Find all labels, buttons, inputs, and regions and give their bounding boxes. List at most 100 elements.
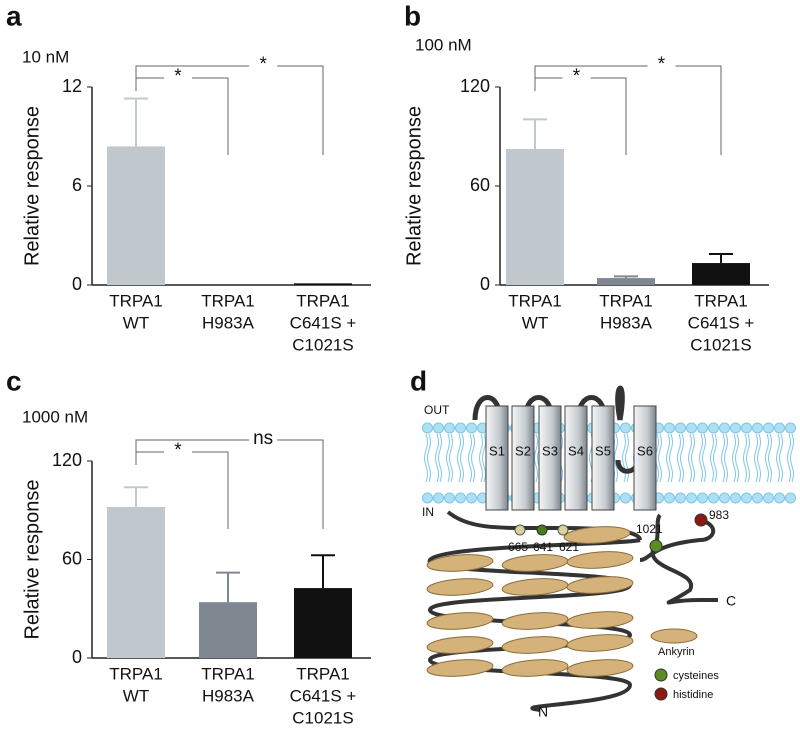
helix-label: S6 [637,443,653,458]
significance-label: * [174,66,182,87]
lipid-head [444,422,455,434]
ankyrin [501,659,569,677]
lipid-tail [688,433,695,483]
ankyrin [566,551,634,569]
x-tick-label: TRPA1 [599,291,653,310]
panel-letter: b [404,0,421,31]
lipid-head [444,492,455,504]
lipid-head [719,492,730,504]
panel-letter: a [6,0,22,31]
ankyrin [426,636,494,654]
lipid-head [664,422,675,434]
lipid-head [675,492,686,504]
label-bg [164,443,192,461]
error-bar [216,571,240,603]
legend-histidine [654,687,668,701]
x-tick-label: WT [123,313,149,332]
helix [511,405,535,511]
residue-label: 1021 [636,522,663,536]
lipid-tail [710,433,717,483]
in-label: IN [422,505,434,519]
helix-label: S4 [568,443,584,458]
residue-label: 983 [709,508,729,522]
residue-label: 665 [508,540,528,554]
lipid-tail [435,433,442,483]
helix-label: S3 [542,443,558,458]
error-bar [614,275,638,279]
lipid-head [774,422,785,434]
bar [107,506,165,658]
error-bar [523,118,547,150]
x-tick-label: C641S + [290,313,357,332]
c-terminus: C [726,593,736,609]
residue-dot [557,524,569,536]
lipid-head [741,422,752,434]
significance-label: * [658,54,666,75]
x-tick-label: WT [123,686,149,705]
y-axis-label: Relative response [21,479,43,639]
x-tick-label: TRPA1 [201,291,255,310]
lipid-tail [765,433,772,483]
y-tick-label: 60 [470,175,490,195]
ankyrin [566,634,634,652]
lipid-tail [699,433,706,483]
y-tick-label: 0 [480,274,490,294]
label-bg [164,69,192,87]
ankyrin [426,659,494,677]
legend-ankyrin [650,628,698,644]
residue-dot [694,513,708,527]
lipid-head [763,422,774,434]
helix [633,405,657,511]
label-bg [562,69,591,87]
chart: b 100 nM Relative response 0 60 120 TRPA1 WT TRP… [403,0,769,354]
x-tick-label: C1021S [292,335,353,354]
significance-label: ns [253,428,273,449]
y-tick-label: 120 [460,76,490,96]
x-tick-label: TRPA1 [694,291,748,310]
y-tick-label: 0 [72,274,82,294]
lipid-tail [457,433,464,483]
ankyrin [501,554,569,572]
lipid-head [730,492,741,504]
lipid-head [433,492,444,504]
lipid-head [708,492,719,504]
bar [107,146,165,285]
lipid-tail [468,433,475,483]
significance-bracket [135,65,324,155]
lipid-tail [787,433,794,483]
ankyrin [426,554,494,572]
label-bg [647,57,676,75]
lipid-head [686,492,697,504]
lipid-tail [721,433,728,483]
lipid-head [752,422,763,434]
loop [472,385,643,474]
panel-letter: d [410,365,427,396]
significance-label: * [573,66,581,87]
lipid-head [741,492,752,504]
label-bg [249,431,278,449]
lipid-tail [677,433,684,483]
lipid-tail [666,433,673,483]
bar [199,602,257,658]
helix [485,405,509,511]
significance-label: * [174,440,182,461]
x-tick-label: C641S + [290,686,357,705]
lipid-head [719,422,730,434]
error-bar [709,252,733,264]
ankyrin [566,611,634,629]
ankyrin [426,578,494,596]
lipid-head [466,492,477,504]
ankyrin [566,659,634,677]
y-tick-label: 60 [62,548,82,568]
lipid-head [785,492,796,504]
bar [294,588,352,658]
bar [597,278,655,285]
lipid-tail [622,433,629,483]
y-tick-label: 0 [72,647,82,667]
ankyrin [426,612,494,630]
x-tick-label: WT [522,313,548,332]
x-tick-label: TRPA1 [201,664,255,683]
y-tick-label: 6 [72,175,82,195]
lipid-head [785,422,796,434]
